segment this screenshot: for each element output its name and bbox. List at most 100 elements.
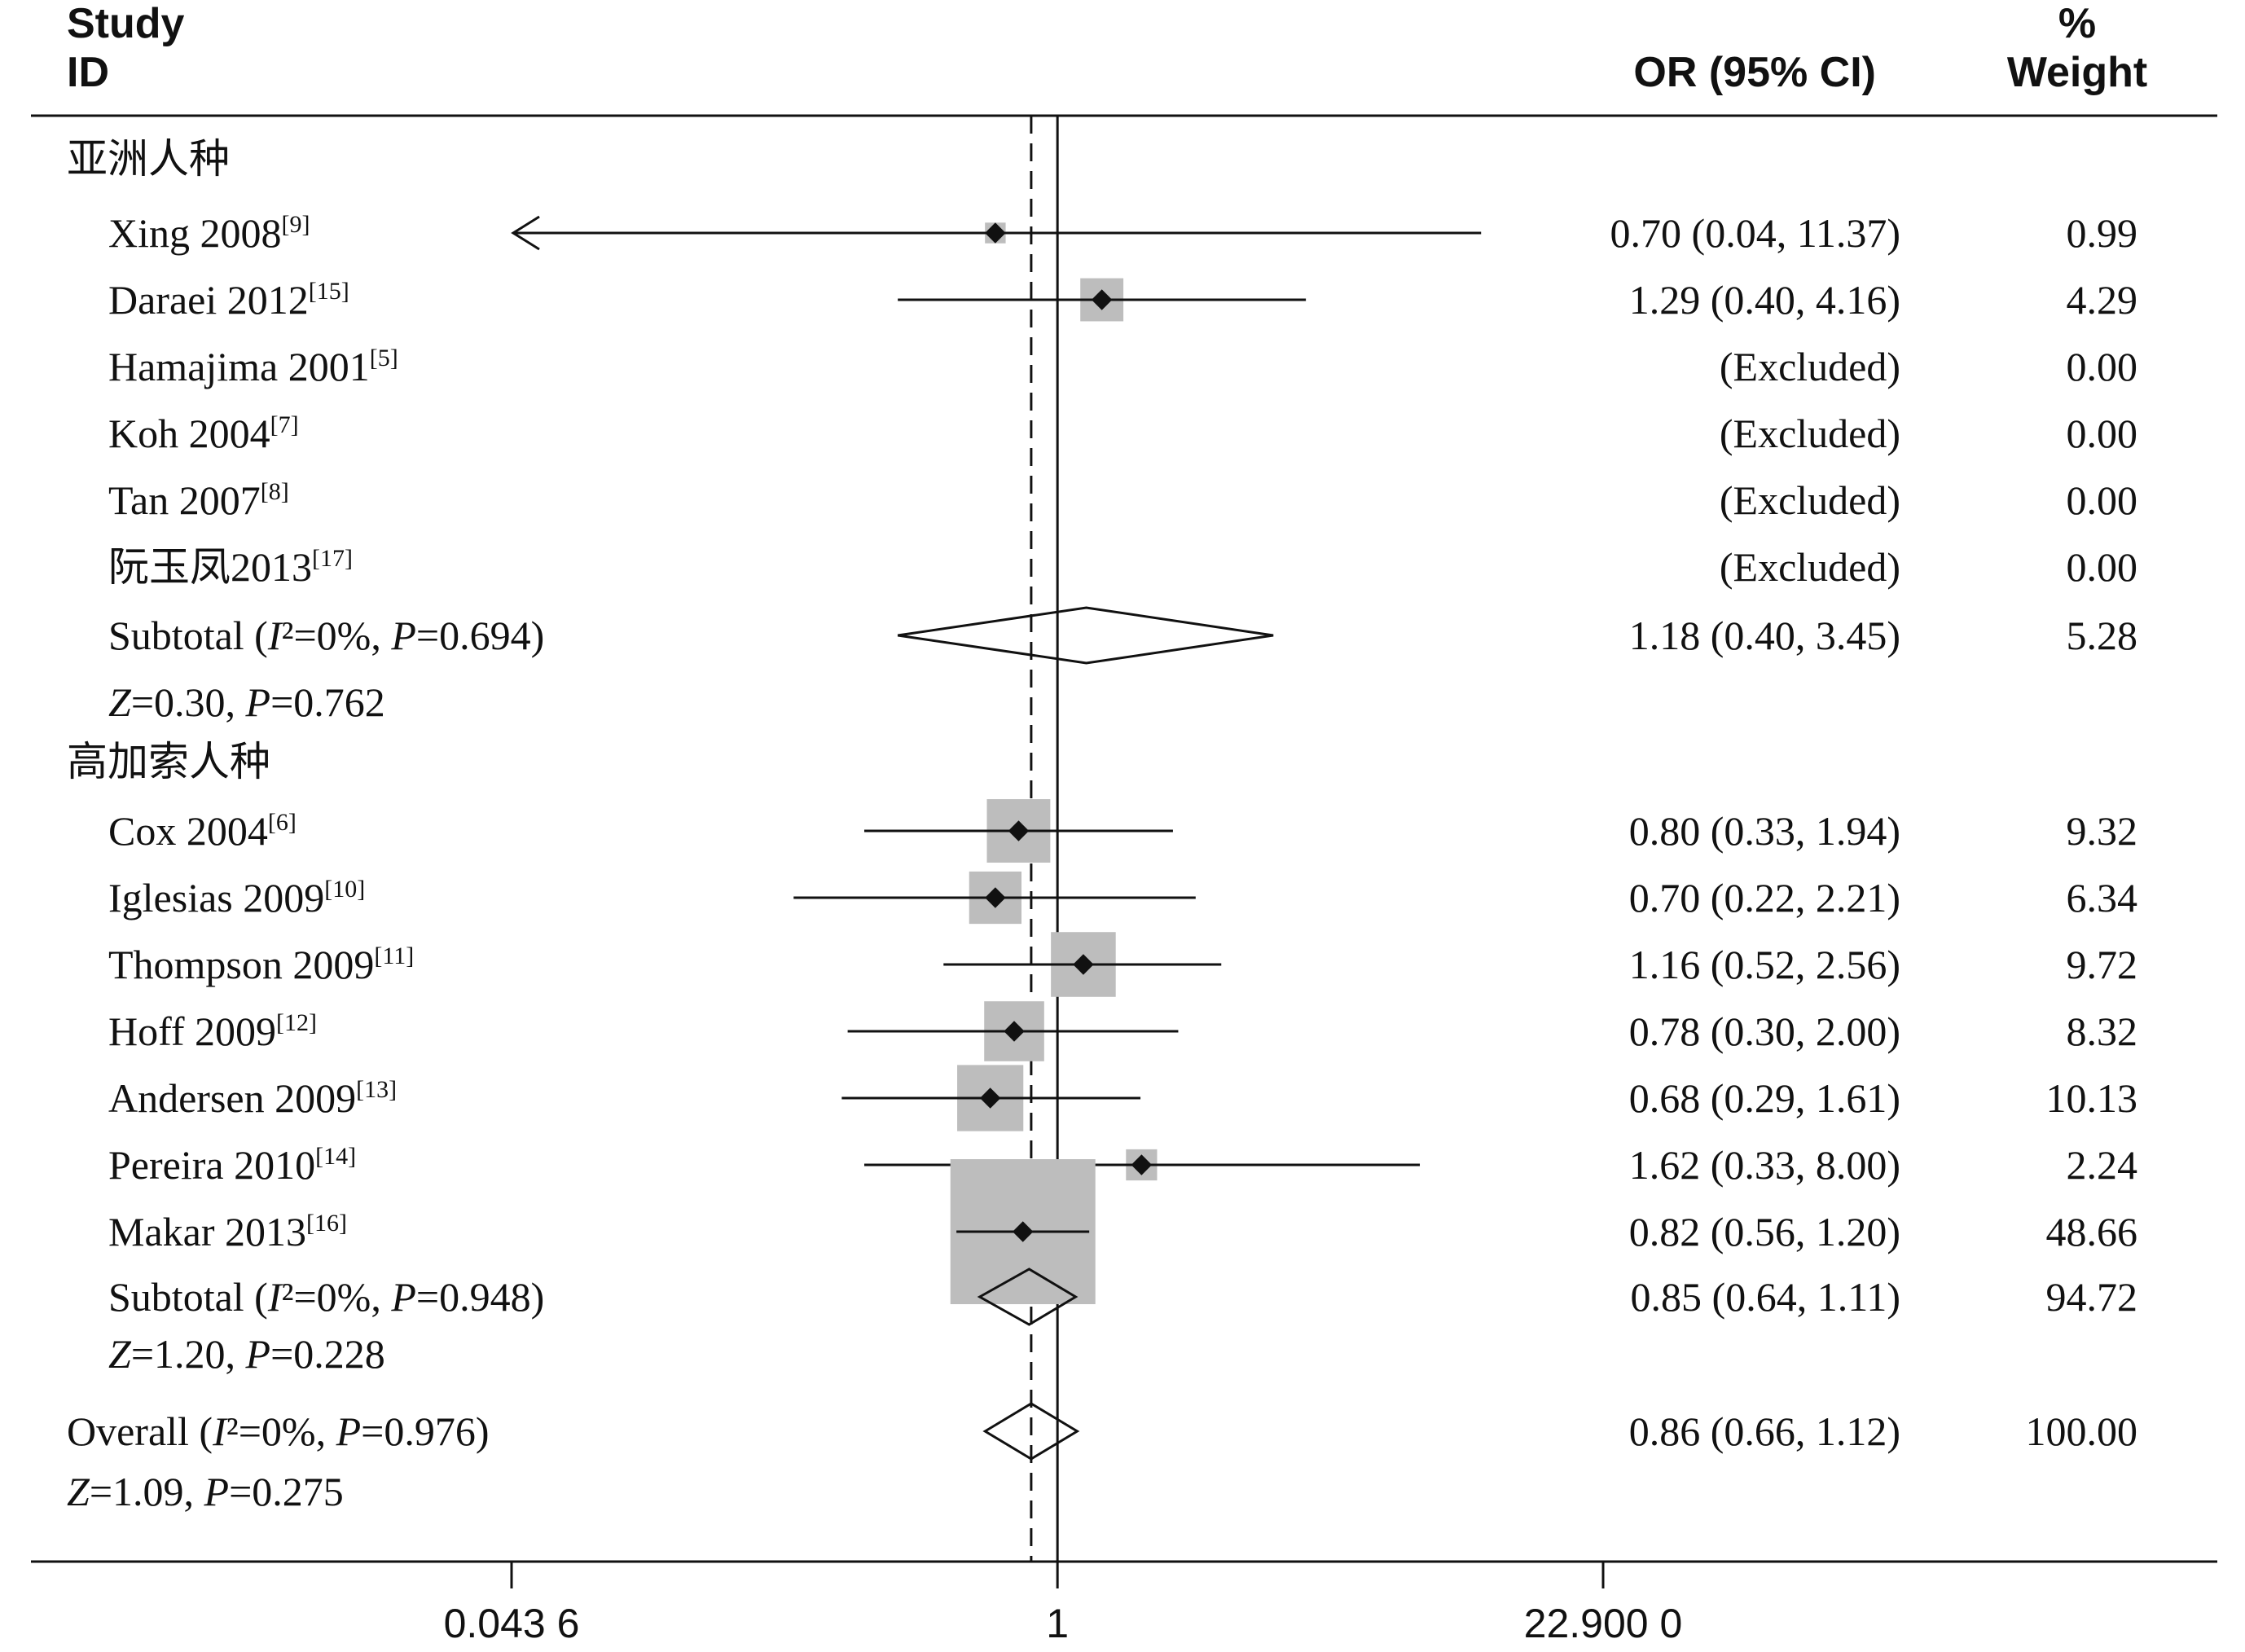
z-test-label: Z=1.09, P=0.275 <box>67 1469 344 1514</box>
study-weight: 2.24 <box>2067 1142 2138 1188</box>
study-name: Thompson 2009 <box>108 942 374 987</box>
study-label: Hamajima 2001[5] <box>108 344 398 389</box>
header-id: ID <box>67 49 109 96</box>
x-tick-label: 0.043 6 <box>444 1601 580 1646</box>
label-part: P <box>245 679 271 725</box>
study-label: 阮玉凤2013[17] <box>108 544 353 590</box>
study-label: Hoff 2009[12] <box>108 1008 317 1054</box>
label-part: Z <box>67 1469 90 1514</box>
overall-diamond <box>982 1402 1080 1461</box>
study-weight: 0.00 <box>2067 411 2138 456</box>
study-or-ci: 0.80 (0.33, 1.94) <box>1629 808 1900 854</box>
study-reference: [8] <box>261 478 289 505</box>
label-part: Overall ( <box>67 1408 213 1454</box>
study-weight: 10.13 <box>2046 1075 2138 1121</box>
study-weight: 4.29 <box>2067 277 2138 323</box>
study-name: Makar 2013 <box>108 1209 306 1254</box>
x-tick-label: 1 <box>1046 1601 1069 1646</box>
study-label: Xing 2008[9] <box>108 210 310 256</box>
subtotal-or-ci: 0.85 (0.64, 1.11) <box>1631 1274 1900 1320</box>
label-part: =0.275 <box>229 1469 344 1514</box>
study-name: Tan 2007 <box>108 477 261 523</box>
study-reference: [12] <box>276 1009 317 1036</box>
label-part: =0.30, <box>131 679 246 725</box>
label-part: =0.228 <box>270 1331 385 1377</box>
study-reference: [10] <box>324 876 365 903</box>
subtotal-diamond <box>977 1268 1079 1326</box>
header-or-ci: OR (95% CI) <box>1633 49 1876 96</box>
study-reference: [6] <box>268 809 297 836</box>
header-weight: Weight <box>2007 49 2147 96</box>
study-or-ci: 0.82 (0.56, 1.20) <box>1629 1209 1900 1254</box>
study-reference: [15] <box>309 278 349 305</box>
study-reference: [13] <box>356 1076 397 1103</box>
study-label: Koh 2004[7] <box>108 411 299 456</box>
study-or-ci: 1.62 (0.33, 8.00) <box>1629 1142 1900 1188</box>
label-part: P <box>390 1274 416 1320</box>
label-part: =1.09, <box>90 1469 204 1514</box>
study-label: Daraei 2012[15] <box>108 277 349 323</box>
study-label: Thompson 2009[11] <box>108 942 414 987</box>
label-part: ²=0%, <box>281 613 391 658</box>
study-or-ci: (Excluded) <box>1720 411 1900 456</box>
study-name: Koh 2004 <box>108 411 270 456</box>
study-reference: [9] <box>282 211 310 238</box>
label-part: ²=0%, <box>281 1274 391 1320</box>
subtotal-weight: 5.28 <box>2067 613 2138 658</box>
study-or-ci: 1.29 (0.40, 4.16) <box>1629 277 1900 323</box>
subtotal-weight: 94.72 <box>2046 1274 2138 1320</box>
study-weight: 9.32 <box>2067 808 2138 854</box>
study-or-ci: (Excluded) <box>1720 344 1900 389</box>
study-or-ci: (Excluded) <box>1720 477 1900 523</box>
label-part: P <box>204 1469 230 1514</box>
label-part: ²=0%, <box>226 1408 336 1454</box>
z-test-label: Z=1.20, P=0.228 <box>108 1331 385 1377</box>
study-name: Andersen 2009 <box>108 1075 356 1121</box>
study-reference: [14] <box>315 1143 356 1170</box>
label-part: I <box>267 1274 283 1320</box>
study-reference: [17] <box>312 545 353 572</box>
label-part: P <box>390 613 416 658</box>
study-name: Hamajima 2001 <box>108 344 370 389</box>
study-name: Cox 2004 <box>108 808 268 854</box>
study-or-ci: (Excluded) <box>1720 544 1900 590</box>
study-weight: 0.00 <box>2067 477 2138 523</box>
study-or-ci: 0.70 (0.22, 2.21) <box>1629 875 1900 920</box>
study-reference: [5] <box>370 345 398 371</box>
study-or-ci: 0.68 (0.29, 1.61) <box>1629 1075 1900 1121</box>
header-percent: % <box>2058 0 2096 47</box>
study-or-ci: 0.70 (0.04, 11.37) <box>1610 210 1900 256</box>
study-weight: 8.32 <box>2067 1008 2138 1054</box>
study-or-ci: 1.16 (0.52, 2.56) <box>1629 942 1900 987</box>
group-label: 高加索人种 <box>67 739 270 784</box>
study-label: Pereira 2010[14] <box>108 1142 356 1188</box>
study-or-ci: 0.78 (0.30, 2.00) <box>1629 1008 1900 1054</box>
rows-layer: 亚洲人种 Xing 2008[9] 0.70 (0.04, 11.37) 0.99 Da… <box>67 136 2137 1514</box>
group-label: 亚洲人种 <box>67 136 230 182</box>
label-part: =0.762 <box>270 679 385 725</box>
study-label: Cox 2004[6] <box>108 808 297 854</box>
x-tick-label: 22.900 0 <box>1524 1601 1683 1646</box>
study-weight: 0.00 <box>2067 544 2138 590</box>
overall-label: Overall (I²=0%, P=0.976) <box>67 1408 489 1454</box>
label-part: P <box>245 1331 271 1377</box>
label-part: =0.694) <box>416 613 544 658</box>
study-name: Xing 2008 <box>108 210 282 256</box>
label-part: I <box>267 613 283 658</box>
subtotal-diamond <box>897 606 1274 665</box>
label-part: I <box>212 1408 228 1454</box>
study-label: Tan 2007[8] <box>108 477 289 523</box>
label-part: P <box>336 1408 362 1454</box>
study-name: Hoff 2009 <box>108 1008 276 1054</box>
study-name: Pereira 2010 <box>108 1142 315 1188</box>
study-name: 阮玉凤2013 <box>108 544 312 590</box>
subtotal-label: Subtotal (I²=0%, P=0.948) <box>108 1274 544 1320</box>
study-reference: [7] <box>270 411 299 438</box>
study-weight: 6.34 <box>2067 875 2138 920</box>
overall-weight: 100.00 <box>2026 1408 2138 1454</box>
label-part: =0.976) <box>361 1408 489 1454</box>
study-weight: 0.99 <box>2067 210 2138 256</box>
label-part: Z <box>108 1331 132 1377</box>
study-reference: [16] <box>306 1210 347 1237</box>
